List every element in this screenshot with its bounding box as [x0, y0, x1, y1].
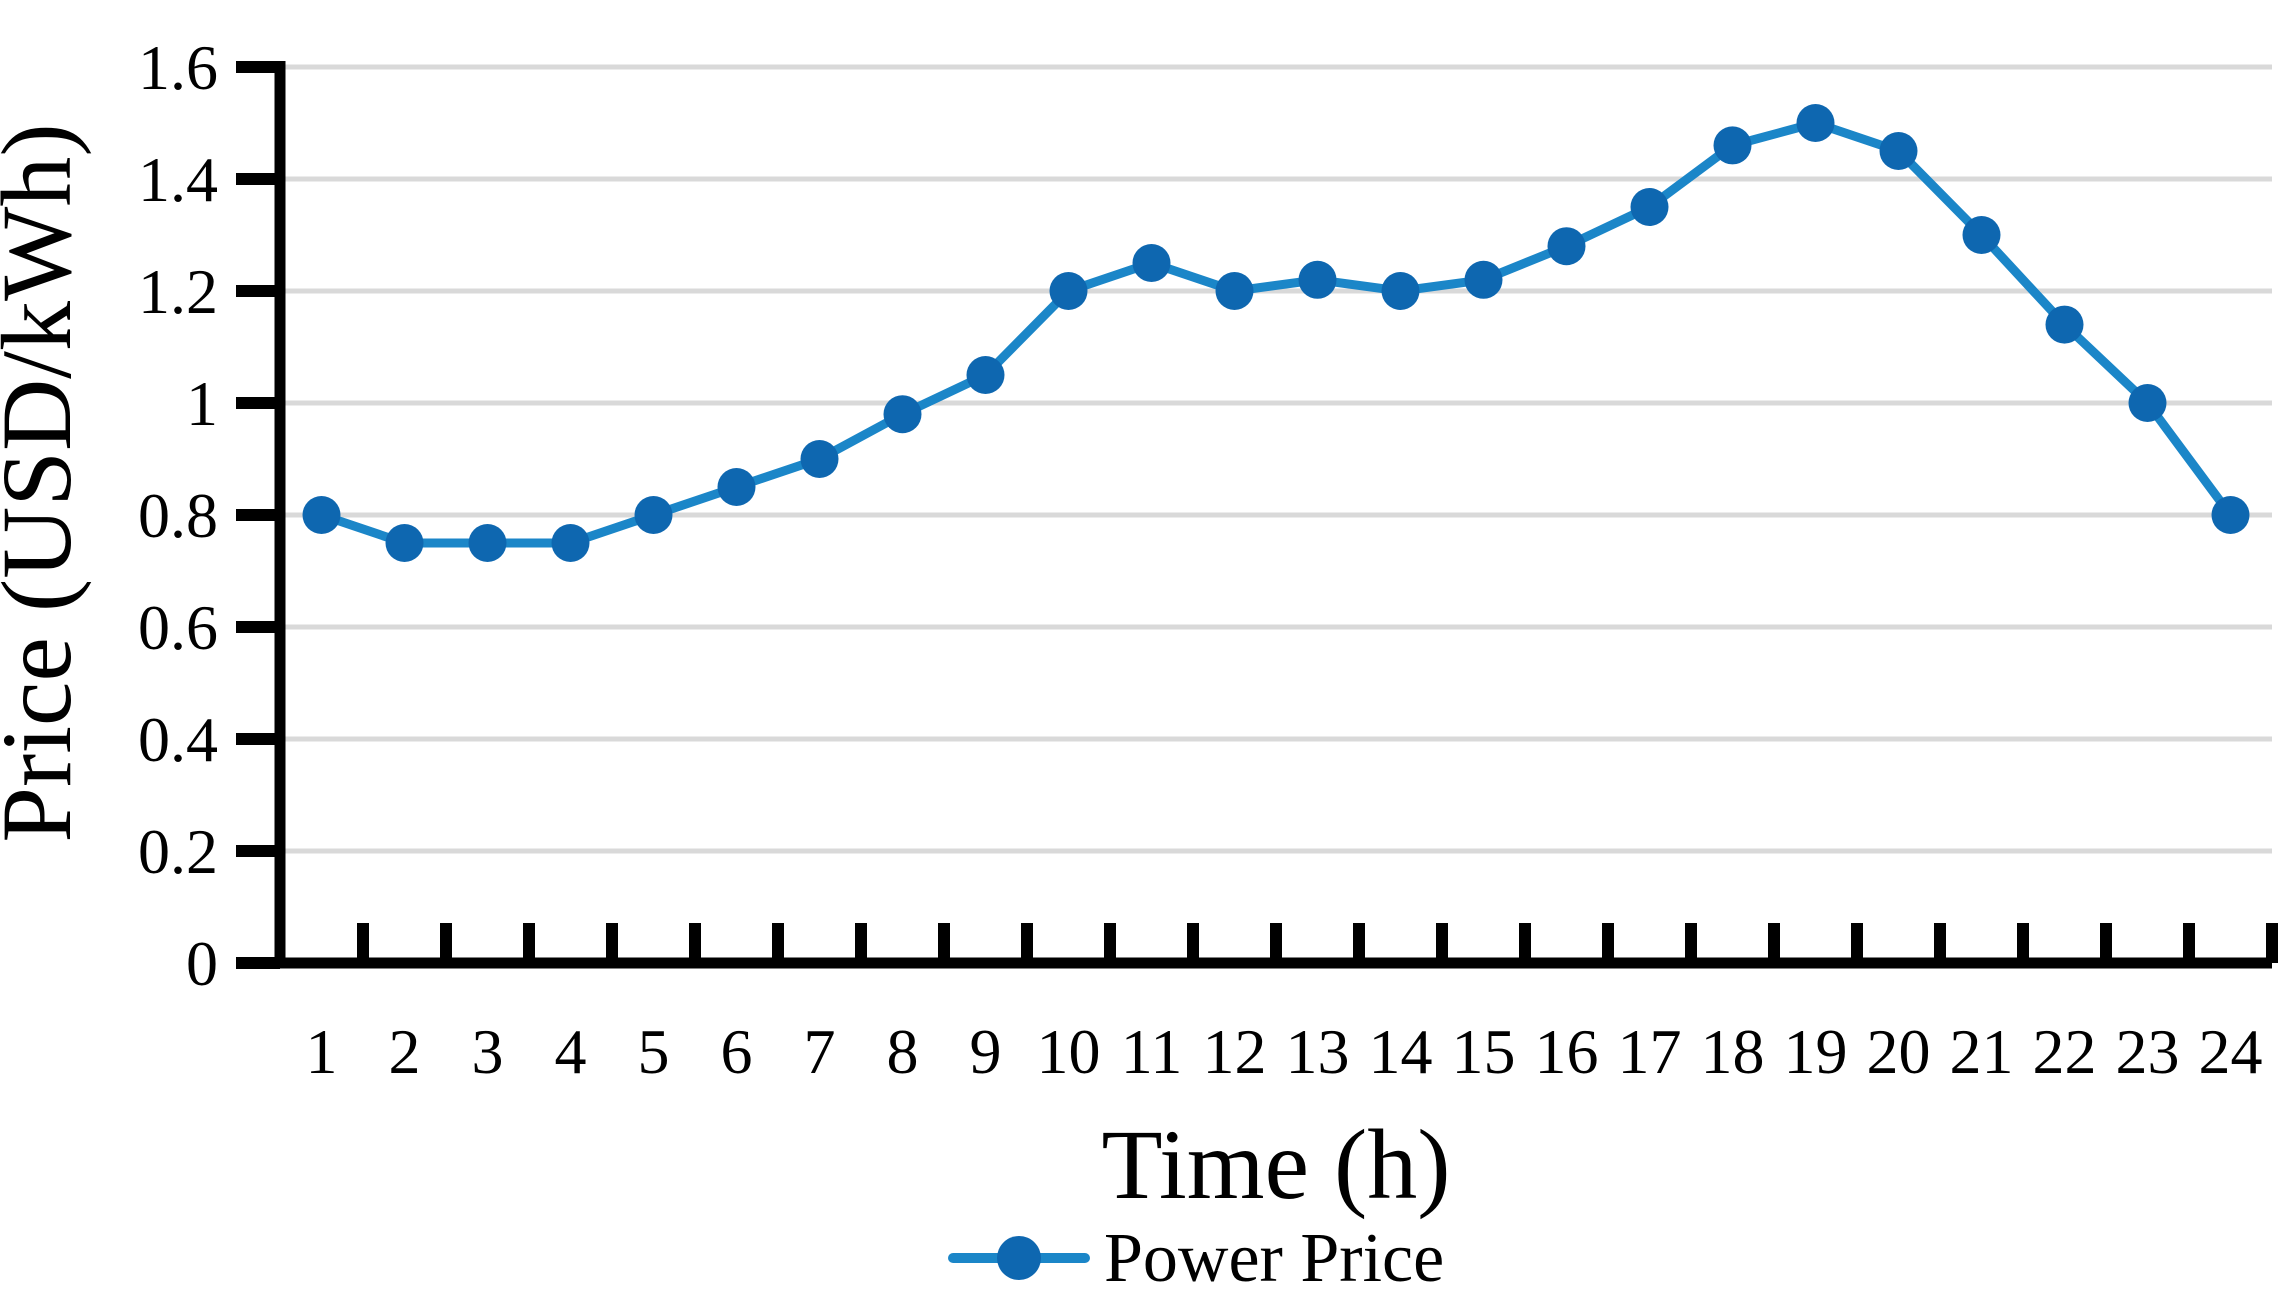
data-point-h19 — [1796, 104, 1835, 142]
x-tick-label: 3 — [472, 1016, 504, 1087]
data-point-h10 — [1049, 272, 1088, 310]
x-tick-label: 13 — [1286, 1016, 1350, 1087]
legend-marker-swatch — [997, 1236, 1041, 1280]
x-tick-label: 12 — [1203, 1016, 1267, 1087]
data-point-h23 — [2128, 384, 2167, 422]
y-tick-label: 0.2 — [138, 816, 218, 887]
y-tick-labels: 0 0.2 0.4 0.6 0.8 1 1.2 1.4 1.6 — [138, 32, 218, 999]
data-point-h17 — [1630, 188, 1669, 226]
x-tick-label: 14 — [1369, 1016, 1433, 1087]
y-tick-label: 0.8 — [138, 480, 218, 551]
data-point-h6 — [717, 468, 756, 506]
data-point-h11 — [1132, 244, 1171, 282]
x-tick-label: 1 — [306, 1016, 338, 1087]
x-tick-label: 21 — [1950, 1016, 2014, 1087]
power-price-markers — [302, 104, 2250, 562]
x-tick-label: 5 — [638, 1016, 670, 1087]
data-point-h2 — [385, 524, 424, 562]
data-point-h3 — [468, 524, 507, 562]
x-tick-label: 24 — [2199, 1016, 2263, 1087]
data-point-h5 — [634, 496, 673, 534]
data-point-h9 — [966, 356, 1005, 394]
x-tick-labels: 1 2 3 4 5 6 7 8 9 10 11 12 13 14 15 16 17 18 19 20 21 22 23 24 — [306, 1016, 2263, 1087]
y-tick-label: 1.6 — [138, 32, 218, 103]
data-point-h21 — [1962, 216, 2001, 254]
y-axis-ticks — [236, 61, 280, 969]
x-tick-label: 9 — [970, 1016, 1002, 1087]
data-point-h16 — [1547, 227, 1586, 266]
y-tick-label: 1.4 — [138, 144, 218, 215]
data-point-h22 — [2045, 305, 2084, 344]
x-tick-label: 8 — [887, 1016, 919, 1087]
x-axis-ticks — [357, 923, 2278, 963]
data-point-h14 — [1381, 272, 1420, 310]
y-tick-label: 1 — [186, 368, 218, 439]
x-tick-label: 2 — [389, 1016, 421, 1087]
data-point-h7 — [800, 440, 839, 478]
x-tick-label: 7 — [804, 1016, 836, 1087]
data-point-h1 — [302, 496, 341, 534]
x-tick-label: 22 — [2033, 1016, 2097, 1087]
y-tick-label: 0.4 — [138, 704, 218, 775]
data-point-h13 — [1298, 260, 1337, 299]
y-axis-title: Price (USD/kWh) — [0, 123, 92, 842]
x-tick-label: 20 — [1867, 1016, 1931, 1087]
x-tick-label: 23 — [2116, 1016, 2180, 1087]
data-point-h15 — [1464, 260, 1503, 299]
legend-label: Power Price — [1104, 1220, 1444, 1297]
y-tick-label: 0.6 — [138, 592, 218, 663]
y-tick-label: 1.2 — [138, 256, 218, 327]
data-point-h8 — [883, 395, 922, 434]
y-tick-label: 0 — [186, 928, 218, 999]
data-point-h18 — [1713, 126, 1752, 165]
power-price-line — [317, 118, 2235, 548]
x-tick-label: 4 — [555, 1016, 587, 1087]
data-point-h4 — [551, 524, 590, 562]
x-tick-label: 11 — [1121, 1016, 1183, 1087]
x-tick-label: 17 — [1618, 1016, 1682, 1087]
data-point-h12 — [1215, 272, 1254, 310]
x-tick-label: 10 — [1037, 1016, 1101, 1087]
legend: Power Price — [948, 1220, 1444, 1297]
series-power-price — [302, 104, 2250, 562]
data-point-h24 — [2211, 496, 2250, 534]
x-tick-label: 19 — [1784, 1016, 1848, 1087]
gridlines — [280, 64, 2272, 854]
x-tick-label: 6 — [721, 1016, 753, 1087]
x-tick-label: 18 — [1701, 1016, 1765, 1087]
x-tick-label: 16 — [1535, 1016, 1599, 1087]
data-point-h20 — [1879, 132, 1918, 170]
x-tick-label: 15 — [1452, 1016, 1516, 1087]
x-axis-title: Time (h) — [1101, 1109, 1450, 1220]
